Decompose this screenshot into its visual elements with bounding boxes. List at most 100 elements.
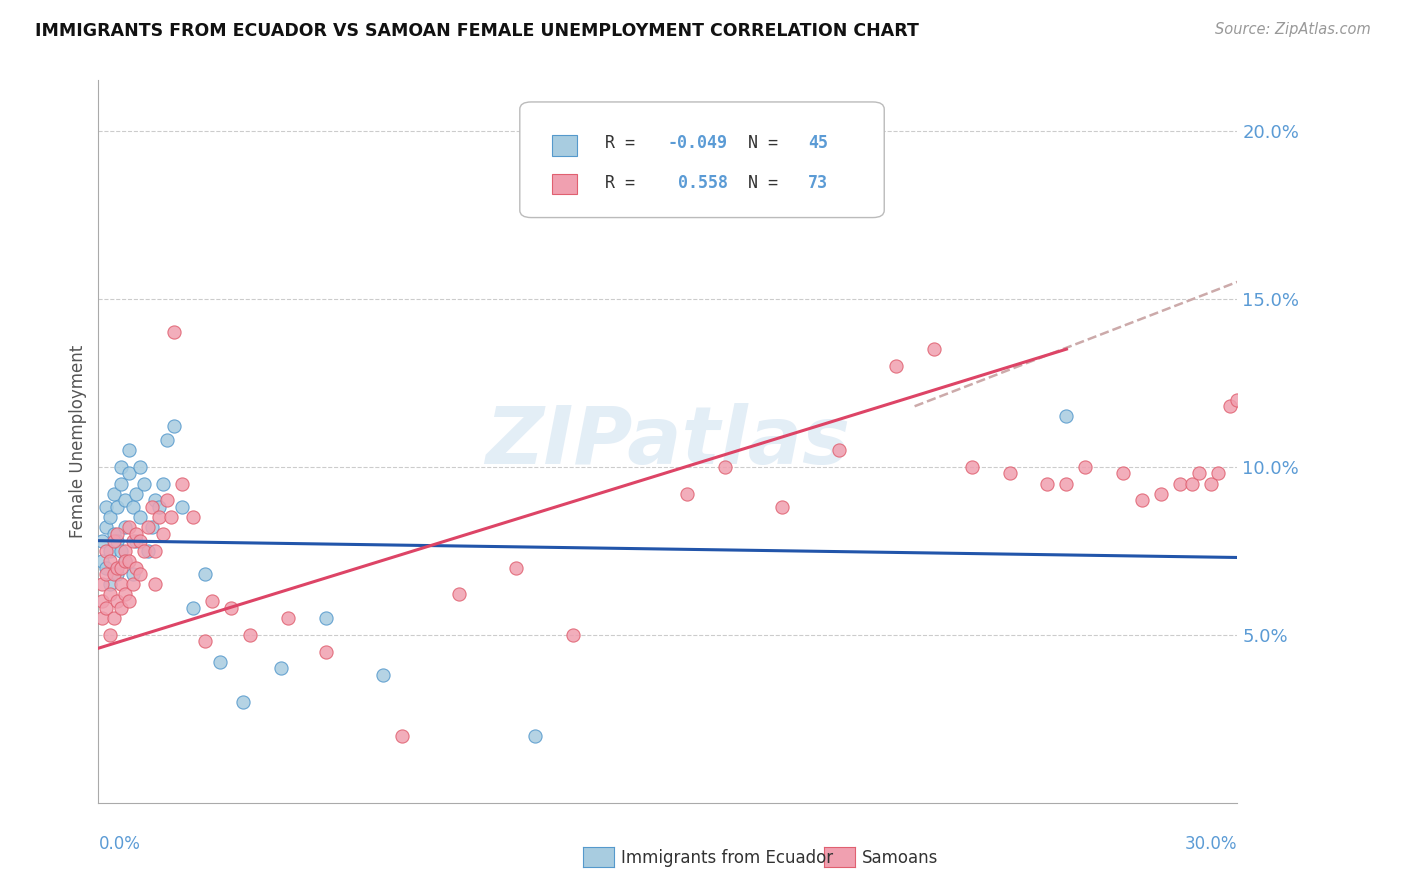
Point <box>148 500 170 514</box>
Point <box>114 520 136 534</box>
Point <box>1208 467 1230 481</box>
Point <box>118 594 141 608</box>
Point <box>98 628 121 642</box>
Point <box>391 729 413 743</box>
Point <box>94 567 117 582</box>
Text: -0.049: -0.049 <box>668 134 728 153</box>
Text: 45: 45 <box>808 134 828 153</box>
Point <box>132 476 155 491</box>
FancyBboxPatch shape <box>520 102 884 218</box>
Point <box>505 560 527 574</box>
Point <box>828 442 851 457</box>
Point <box>922 342 945 356</box>
Point <box>129 510 152 524</box>
Point <box>98 510 121 524</box>
Point <box>170 500 193 514</box>
Point <box>270 661 292 675</box>
Point <box>110 600 132 615</box>
Point <box>129 567 152 582</box>
Point <box>125 560 148 574</box>
Point <box>152 527 174 541</box>
Point <box>118 520 141 534</box>
Point <box>277 611 299 625</box>
Point <box>118 554 141 568</box>
Point <box>1132 493 1154 508</box>
Point <box>524 729 547 743</box>
Point <box>136 520 159 534</box>
Point <box>91 533 114 548</box>
Point <box>315 644 337 658</box>
Point <box>98 543 121 558</box>
Point <box>1150 486 1173 500</box>
FancyBboxPatch shape <box>551 174 576 194</box>
Y-axis label: Female Unemployment: Female Unemployment <box>69 345 87 538</box>
Point <box>132 543 155 558</box>
Point <box>118 442 141 457</box>
Point <box>960 459 983 474</box>
Point <box>121 500 143 514</box>
Point <box>118 467 141 481</box>
Point <box>1226 392 1249 407</box>
Point <box>221 600 243 615</box>
Point <box>183 600 205 615</box>
Point <box>91 611 114 625</box>
Point <box>94 500 117 514</box>
Point <box>239 628 262 642</box>
Point <box>114 587 136 601</box>
Point <box>110 459 132 474</box>
Point <box>1219 399 1241 413</box>
Point <box>1188 467 1211 481</box>
Text: 73: 73 <box>808 174 828 192</box>
Point <box>770 500 793 514</box>
Text: R =: R = <box>605 134 645 153</box>
Text: Source: ZipAtlas.com: Source: ZipAtlas.com <box>1215 22 1371 37</box>
Point <box>103 527 125 541</box>
Text: 30.0%: 30.0% <box>1185 835 1237 854</box>
Point <box>91 577 114 591</box>
Point <box>141 520 163 534</box>
Point <box>110 476 132 491</box>
Point <box>91 554 114 568</box>
Point <box>107 567 129 582</box>
Point <box>114 554 136 568</box>
Point <box>170 476 193 491</box>
Point <box>91 594 114 608</box>
FancyBboxPatch shape <box>551 136 576 156</box>
Point <box>103 486 125 500</box>
Point <box>110 560 132 574</box>
Point <box>676 486 699 500</box>
Point <box>121 567 143 582</box>
Point <box>998 467 1021 481</box>
Point <box>1112 467 1135 481</box>
Point <box>129 459 152 474</box>
Point <box>194 567 217 582</box>
Point <box>110 577 132 591</box>
Point <box>114 493 136 508</box>
Point <box>148 510 170 524</box>
Point <box>94 600 117 615</box>
Point <box>163 419 186 434</box>
Point <box>107 533 129 548</box>
Point <box>884 359 907 373</box>
Text: 0.0%: 0.0% <box>98 835 141 854</box>
Point <box>156 433 179 447</box>
Point <box>136 543 159 558</box>
Point <box>145 577 167 591</box>
Point <box>183 510 205 524</box>
Point <box>315 611 337 625</box>
Point <box>107 527 129 541</box>
Point <box>103 611 125 625</box>
Point <box>141 500 163 514</box>
Point <box>129 533 152 548</box>
Point <box>1036 476 1059 491</box>
Point <box>1056 409 1078 424</box>
Point <box>152 476 174 491</box>
Text: N =: N = <box>748 174 787 192</box>
Point <box>114 543 136 558</box>
Point <box>714 459 737 474</box>
Point <box>110 543 132 558</box>
Point <box>562 628 585 642</box>
Point <box>103 533 125 548</box>
Point <box>1181 476 1204 491</box>
Point <box>98 577 121 591</box>
